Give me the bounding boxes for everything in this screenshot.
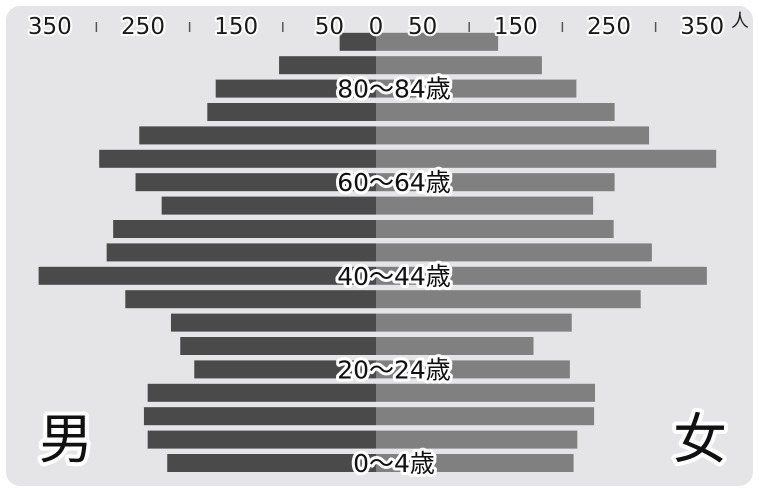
tick-label-4: 0 <box>369 14 384 40</box>
male-bar-17 <box>279 56 376 75</box>
age-label-0: 0〜4歳 <box>353 449 435 478</box>
female-bar-2 <box>376 407 595 426</box>
female-bar-15 <box>376 103 615 121</box>
female-bar-4 <box>376 360 570 379</box>
male-bar-16 <box>215 79 376 98</box>
axis-ticks: 350 250 150 50 0 50 150 250 350 <box>26 12 726 42</box>
male-bar-2 <box>143 407 376 426</box>
male-bar-6 <box>170 313 376 332</box>
male-bar-11 <box>161 196 376 215</box>
bar-group <box>38 32 717 472</box>
male-bar-18 <box>339 32 376 51</box>
tick-label-7: 250 <box>587 14 631 40</box>
female-bar-17 <box>376 56 542 75</box>
male-bar-7 <box>125 290 377 309</box>
male-bar-10 <box>113 220 377 238</box>
male-bar-9 <box>106 243 376 262</box>
male-bar-12 <box>135 173 376 192</box>
female-bar-0 <box>376 454 574 472</box>
tick-label-8: 350 <box>680 14 724 40</box>
male-bar-15 <box>207 103 376 121</box>
male-bar-4 <box>194 360 376 379</box>
female-bar-7 <box>376 290 641 309</box>
tick-label-1: 250 <box>121 14 165 40</box>
female-bar-12 <box>376 173 615 192</box>
female-bar-14 <box>376 126 650 145</box>
unit-label: 人 <box>731 11 749 32</box>
female-bar-10 <box>376 220 614 238</box>
male-bar-0 <box>167 454 376 472</box>
legend-male: 男 <box>39 408 93 471</box>
female-bar-5 <box>376 337 534 355</box>
male-bar-3 <box>147 383 376 402</box>
age-label-2: 40〜44歳 <box>337 262 451 291</box>
female-bar-16 <box>376 79 577 98</box>
female-bar-18 <box>376 32 499 51</box>
male-bar-5 <box>180 337 376 355</box>
legend-female: 女 <box>673 408 727 471</box>
female-bar-13 <box>376 149 717 168</box>
male-bar-8 <box>38 266 377 285</box>
female-bar-11 <box>376 196 594 215</box>
female-bar-6 <box>376 313 572 332</box>
age-labels: 0〜4歳 20〜24歳 40〜44歳 60〜64歳 80〜84歳 <box>334 72 454 481</box>
tick-label-6: 150 <box>494 14 538 40</box>
female-bar-3 <box>376 383 596 402</box>
female-bar-9 <box>376 243 652 262</box>
age-label-4: 80〜84歳 <box>337 75 451 104</box>
tick-label-3: 50 <box>315 14 344 40</box>
tick-label-5: 50 <box>408 14 437 40</box>
age-label-1: 20〜24歳 <box>337 355 451 384</box>
male-bar-13 <box>99 149 377 168</box>
female-bar-8 <box>376 266 707 285</box>
tick-label-2: 150 <box>214 14 258 40</box>
male-bar-14 <box>139 126 376 145</box>
male-bar-1 <box>147 430 376 449</box>
tick-label-0: 350 <box>28 14 72 40</box>
female-bar-1 <box>376 430 578 449</box>
age-label-3: 60〜64歳 <box>337 168 451 197</box>
